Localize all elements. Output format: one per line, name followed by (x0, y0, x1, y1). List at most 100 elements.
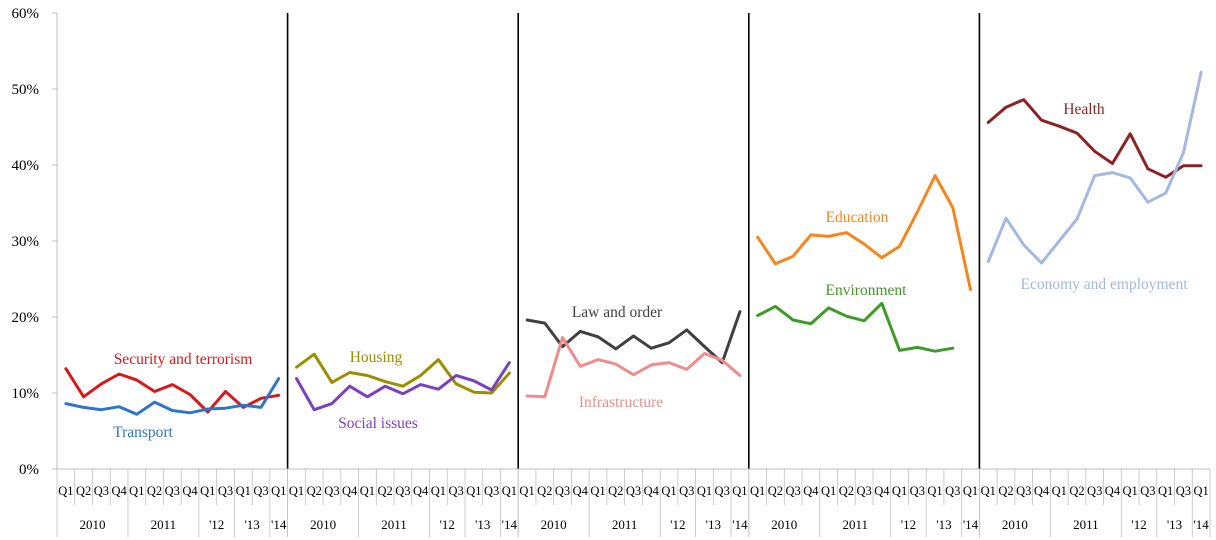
year-label: 2010 (79, 517, 105, 532)
quarter-label: Q4 (182, 484, 198, 498)
quarter-label: Q2 (998, 484, 1013, 498)
quarter-label: Q2 (378, 484, 393, 498)
series-label: Security and terrorism (114, 351, 253, 368)
quarter-label: Q2 (76, 484, 91, 498)
year-label: 2010 (1002, 517, 1028, 532)
quarter-label: Q3 (715, 484, 730, 498)
year-label: '13 (475, 517, 490, 532)
quarter-label: Q3 (395, 484, 410, 498)
quarter-label: Q3 (786, 484, 801, 498)
series-line-environment (758, 303, 953, 351)
quarter-label: Q1 (1158, 484, 1173, 498)
year-axis: 2010 2011 '12 '13 '14 (57, 505, 288, 537)
quarter-label: Q3 (165, 484, 180, 498)
quarter-label: Q2 (608, 484, 623, 498)
quarter-label: Q4 (644, 484, 660, 498)
quarter-label: Q1 (1052, 484, 1067, 498)
quarter-label: Q3 (1140, 484, 1155, 498)
quarter-label: Q1 (236, 484, 251, 498)
quarter-label: Q1 (502, 484, 517, 498)
year-label: 2011 (1073, 517, 1099, 532)
series-line-education (758, 176, 971, 290)
quarter-label: Q2 (537, 484, 552, 498)
quarter-label: Q3 (1087, 484, 1102, 498)
year-axis: 2010 2011 '12 '13 '14 (749, 505, 980, 537)
quarter-axis: Q1 Q2 Q3 Q4 Q1 Q2 Q3 Q4 Q1 Q3 Q1 Q3 Q1 (979, 469, 1210, 505)
year-label: '14 (732, 517, 748, 532)
quarter-label: Q1 (519, 484, 534, 498)
quarter-label: Q3 (94, 484, 109, 498)
quarter-label: Q1 (466, 484, 481, 498)
y-tick-label: 60% (12, 6, 40, 22)
year-label: 2010 (541, 517, 567, 532)
year-axis: 2010 2011 '12 '13 '14 (288, 505, 519, 537)
year-label: '14 (502, 517, 518, 532)
quarter-label: Q3 (253, 484, 268, 498)
quarter-label: Q3 (945, 484, 960, 498)
year-label: '12 (670, 517, 685, 532)
quarter-axis: Q1 Q2 Q3 Q4 Q1 Q2 Q3 Q4 Q1 Q3 Q1 Q3 Q1 (518, 469, 749, 505)
quarter-label: Q1 (1123, 484, 1138, 498)
quarter-label: Q1 (927, 484, 942, 498)
quarter-label: Q1 (1193, 484, 1208, 498)
quarter-label: Q3 (484, 484, 499, 498)
quarter-axis: Q1 Q2 Q3 Q4 Q1 Q2 Q3 Q4 Q1 Q3 Q1 Q3 Q1 (288, 469, 519, 505)
quarter-label: Q3 (1016, 484, 1031, 498)
y-tick-label: 40% (12, 158, 40, 174)
quarter-label: Q1 (892, 484, 907, 498)
series-line-infrastructure (527, 338, 740, 397)
quarter-label: Q1 (129, 484, 144, 498)
quarter-label: Q1 (271, 484, 286, 498)
quarter-label: Q3 (626, 484, 641, 498)
panel-4: EducationEnvironment (749, 13, 971, 469)
quarter-label: Q1 (981, 484, 996, 498)
quarter-label: Q1 (661, 484, 676, 498)
series-label: Housing (350, 349, 403, 366)
quarter-label: Q1 (732, 484, 747, 498)
quarter-label: Q4 (1034, 484, 1050, 498)
series-label: Environment (826, 282, 908, 299)
quarter-label: Q1 (963, 484, 978, 498)
quarter-label: Q1 (200, 484, 215, 498)
year-label: 2010 (771, 517, 797, 532)
year-label: '13 (706, 517, 721, 532)
quarter-label: Q1 (289, 484, 304, 498)
year-label: 2011 (612, 517, 638, 532)
year-label: '14 (1193, 517, 1209, 532)
year-label: '12 (901, 517, 916, 532)
year-label: '12 (1131, 517, 1146, 532)
panel-1: Security and terrorism Transport (66, 351, 279, 441)
year-label: '12 (440, 517, 455, 532)
quarter-label: Q2 (147, 484, 162, 498)
year-label: 2011 (151, 517, 177, 532)
year-axis: 2010 2011 '12 '13 '14 (518, 505, 749, 537)
quarter-label: Q4 (874, 484, 890, 498)
series-label: Law and order (572, 304, 663, 321)
series-label: Transport (113, 424, 173, 441)
quarter-label: Q4 (1105, 484, 1121, 498)
quarter-label: Q3 (448, 484, 463, 498)
quarter-label: Q4 (413, 484, 429, 498)
series-label: Economy and employment (1020, 276, 1188, 293)
y-axis: 0% 10% 20% 30% 40% 50% 60% (12, 6, 58, 478)
quarter-label: Q1 (58, 484, 73, 498)
quarter-label: Q4 (803, 484, 819, 498)
quarter-label: Q3 (218, 484, 233, 498)
year-label: 2010 (310, 517, 336, 532)
quarter-label: Q1 (750, 484, 765, 498)
quarter-label: Q1 (590, 484, 605, 498)
panels: Security and terrorism Transport Housing So… (66, 13, 1201, 469)
quarter-axis: Q1 Q2 Q3 Q4 Q1 Q2 Q3 Q4 Q1 Q3 Q1 Q3 Q1 (57, 469, 288, 505)
panel-2: Housing Social issues (288, 13, 510, 469)
quarter-label: Q3 (324, 484, 339, 498)
y-tick-label: 20% (12, 310, 40, 326)
year-label: '14 (963, 517, 979, 532)
year-axis: 2010 2011 '12 '13 '14 (979, 505, 1210, 537)
series-label: Infrastructure (579, 394, 663, 411)
y-tick-label: 30% (12, 234, 40, 250)
y-tick-label: 10% (12, 386, 40, 402)
series-label: Health (1063, 101, 1105, 118)
quarter-label: Q3 (679, 484, 694, 498)
series-line-housing (297, 354, 510, 393)
